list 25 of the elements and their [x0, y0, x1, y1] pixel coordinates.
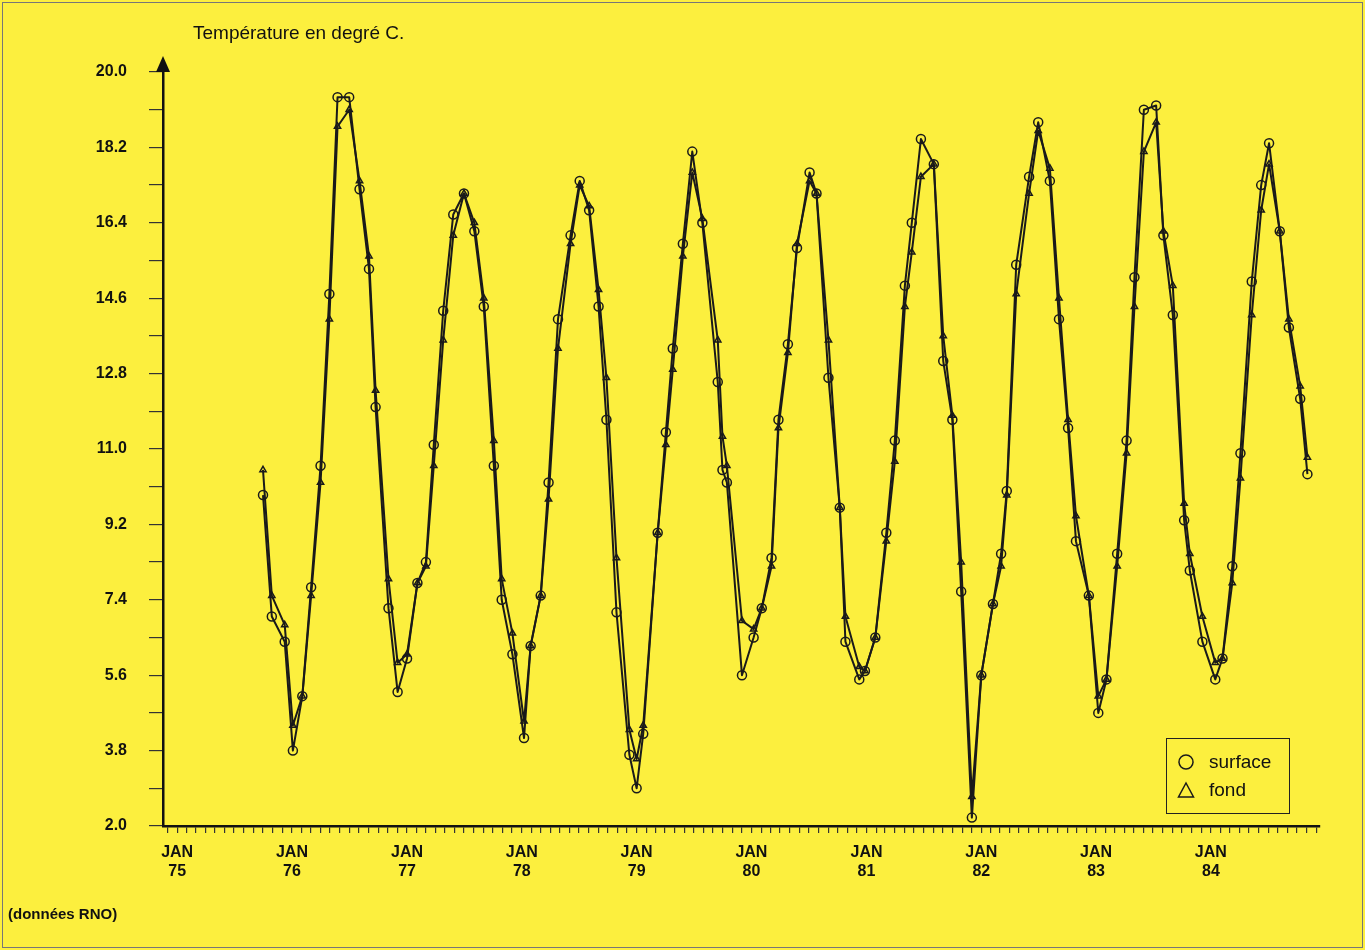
y-tick-label: 5.6 — [104, 665, 128, 683]
x-tick-label: JAN 79 — [620, 843, 653, 880]
y-tick-label: 11.0 — [96, 439, 128, 457]
x-tick-label: JAN 76 — [275, 843, 308, 880]
y-tick-label: 16.4 — [95, 213, 128, 231]
y-tick-label: 12.8 — [95, 364, 128, 382]
x-tick-label: JAN 83 — [1080, 843, 1113, 880]
y-tick-label: 18.2 — [95, 137, 128, 155]
x-tick-label: JAN 84 — [1194, 843, 1227, 880]
y-axis-title: Température en degré C. — [193, 22, 405, 44]
legend-label: surface — [1209, 751, 1272, 773]
legend-label: fond — [1209, 779, 1246, 801]
x-tick-label: JAN 81 — [850, 843, 883, 880]
y-tick-label: 14.6 — [95, 288, 128, 306]
x-tick-label: JAN 77 — [391, 843, 424, 880]
x-tick-label: JAN 78 — [505, 843, 538, 880]
y-tick-label: 2.0 — [104, 816, 128, 834]
text: (données RNO) — [8, 905, 118, 922]
y-tick-label: 7.4 — [104, 590, 128, 608]
y-tick-label: 9.2 — [104, 514, 128, 532]
y-tick-label: 3.8 — [104, 741, 128, 759]
x-tick-label: JAN 75 — [161, 843, 194, 880]
y-tick-label: 20.0 — [95, 62, 128, 80]
x-tick-label: JAN 80 — [735, 843, 768, 880]
x-tick-label: JAN 82 — [965, 843, 998, 880]
